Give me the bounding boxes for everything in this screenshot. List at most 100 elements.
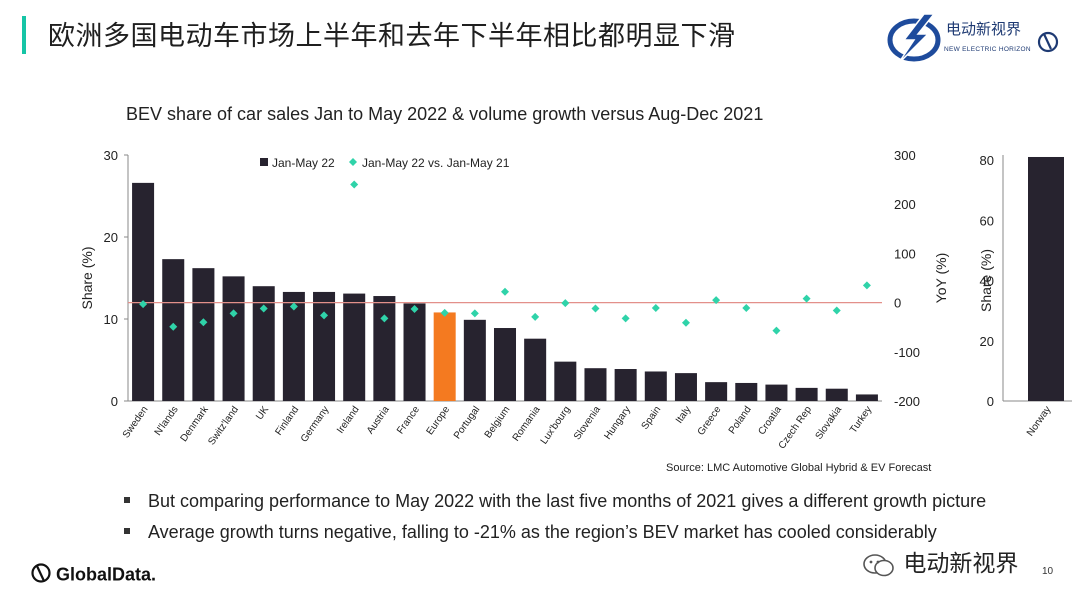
x-tick-label: France	[395, 404, 422, 436]
y2-tick-label: 200	[894, 197, 916, 212]
bar	[674, 373, 697, 401]
watermark-text: 电动新视界	[903, 551, 1019, 577]
inset-y-tick-label: 20	[980, 334, 994, 349]
y-tick-label: 10	[104, 312, 118, 327]
x-tick-label: Denmark	[179, 404, 212, 444]
bar	[132, 182, 155, 401]
yoy-point	[531, 312, 540, 321]
bar	[282, 291, 305, 401]
y2-tick-label: -200	[894, 394, 920, 409]
inset-y-tick-label: 40	[980, 274, 994, 289]
bar	[343, 293, 366, 401]
brand-logo: 电动新视界 NEW ELECTRIC HORIZON	[884, 10, 1064, 66]
y2-tick-label: 300	[894, 148, 916, 163]
page-title: 欧洲多国电动车市场上半年和去年下半年相比都明显下滑	[48, 21, 736, 52]
bullet-text: But comparing performance to May 2022 wi…	[148, 491, 987, 511]
bar	[584, 368, 607, 401]
yoy-point	[591, 304, 600, 313]
x-tick-label: Poland	[727, 404, 754, 436]
inset-y-tick-label: 0	[987, 394, 994, 409]
yoy-point	[259, 304, 268, 313]
bar	[493, 328, 517, 401]
x-tick-label: Greece	[696, 404, 724, 438]
y2-tick-label: 100	[894, 246, 916, 261]
yoy-point	[320, 311, 329, 320]
yoy-point	[229, 309, 238, 318]
x-tick-label: Turkey	[848, 404, 874, 435]
bar	[373, 296, 396, 401]
bar	[795, 387, 818, 401]
x-tick-label: UK	[254, 404, 271, 422]
power-icon	[1037, 31, 1059, 53]
yoy-point	[169, 322, 178, 331]
x-tick-label: Europe	[425, 404, 453, 437]
y-axis-label: Share (%)	[79, 246, 95, 309]
x-tick-label: Lux'bourg	[539, 404, 573, 446]
bar	[735, 382, 758, 401]
x-tick-label: N'lands	[153, 404, 181, 437]
y2-tick-label: 0	[894, 296, 901, 311]
yoy-point	[289, 302, 298, 311]
yoy-point	[742, 304, 751, 313]
globaldata-logo-text: GlobalData.	[56, 564, 157, 585]
inset-x-tick-label: Norway	[1025, 404, 1053, 438]
yoy-point	[410, 304, 419, 313]
yoy-point	[621, 314, 630, 323]
bar	[222, 276, 245, 401]
y-tick-label: 30	[104, 148, 118, 163]
x-tick-label: Germany	[299, 404, 332, 444]
chart-source: Source: LMC Automotive Global Hybrid & E…	[666, 462, 932, 474]
inset-y-tick-label: 80	[980, 153, 994, 168]
bullet-item: But comparing performance to May 2022 wi…	[124, 486, 986, 517]
bar	[463, 319, 486, 401]
x-tick-label: Slovenia	[572, 404, 603, 442]
x-tick-label: Croatia	[756, 404, 784, 437]
bar	[252, 286, 275, 401]
title-accent-bar	[22, 16, 26, 54]
x-tick-label: Switz'land	[206, 404, 241, 447]
bullet-text: Average growth turns negative, falling t…	[148, 522, 937, 542]
globaldata-logo: GlobalData.	[30, 562, 156, 589]
bullet-item: Average growth turns negative, falling t…	[124, 517, 986, 548]
bullet-square-icon	[124, 528, 130, 535]
yoy-point	[651, 304, 660, 313]
bar	[855, 394, 878, 401]
inset-bar	[1028, 156, 1064, 401]
yoy-point	[350, 180, 359, 189]
x-tick-label: Slovakia	[814, 404, 845, 442]
x-tick-label: Austria	[365, 404, 392, 436]
yoy-point	[772, 326, 781, 335]
bullet-square-icon	[124, 497, 130, 504]
lightning-globe-icon	[887, 13, 941, 65]
y2-axis-label: YoY (%)	[933, 253, 949, 304]
yoy-point	[832, 306, 841, 315]
globaldata-mark-icon	[30, 562, 52, 589]
inset-y-axis-label: Share (%)	[978, 249, 994, 312]
legend-bar-label: Jan-May 22	[272, 156, 335, 170]
bar	[705, 382, 728, 401]
y2-tick-label: -100	[894, 345, 920, 360]
x-tick-label: Portugal	[452, 404, 482, 441]
chart-title: BEV share of car sales Jan to May 2022 &…	[126, 104, 764, 124]
wechat-watermark: 电动新视界	[862, 544, 1018, 578]
yoy-point	[380, 314, 389, 323]
y-tick-label: 0	[111, 394, 118, 409]
x-tick-label: Belgium	[483, 404, 513, 440]
page-number: 10	[1042, 566, 1054, 577]
x-tick-label: Spain	[640, 404, 664, 431]
bar	[765, 384, 788, 401]
yoy-point	[139, 300, 148, 309]
inset-y-tick-label: 60	[980, 213, 994, 228]
bar	[403, 303, 426, 401]
yoy-point	[470, 309, 479, 318]
legend-point-label: Jan-May 22 vs. Jan-May 21	[362, 156, 510, 170]
yoy-point	[561, 299, 570, 308]
bar	[313, 291, 336, 401]
x-tick-label: Sweden	[121, 404, 151, 440]
x-tick-label: Romania	[511, 404, 543, 443]
legend-bar-swatch	[260, 158, 268, 166]
bar	[825, 388, 848, 401]
yoy-point	[199, 318, 208, 327]
bar	[433, 312, 456, 401]
